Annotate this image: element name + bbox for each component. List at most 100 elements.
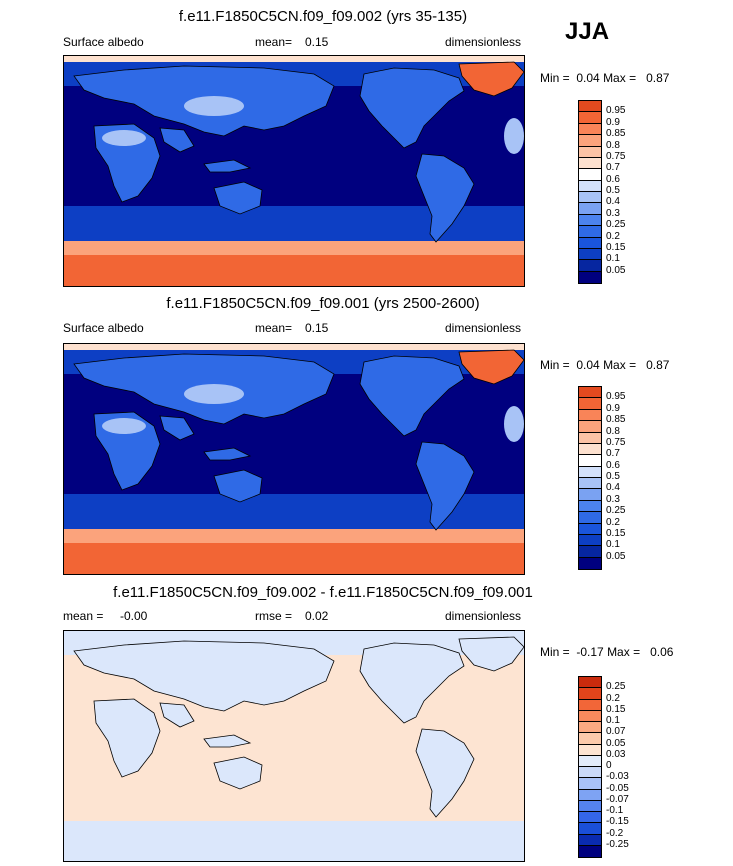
colorbar-tick-label: 0.05 [606, 264, 626, 276]
continent-outline [73, 640, 335, 712]
colorbar-swatch [579, 455, 601, 467]
colorbar-tick-label: 0.7 [606, 448, 620, 460]
colorbar-tick-label: 0.2 [606, 516, 620, 528]
panel2-max-value: 0.87 [646, 358, 670, 372]
colorbar-swatch [579, 398, 601, 410]
colorbar-tick-label: -0.25 [606, 838, 629, 850]
desert-region [102, 130, 146, 146]
panel1-colorbar [578, 100, 602, 284]
colorbar-tick-label: 0.15 [606, 703, 626, 715]
colorbar-tick-label: -0.15 [606, 816, 629, 828]
colorbar-tick-label: 0.5 [606, 185, 620, 196]
colorbar-swatch [579, 733, 601, 745]
panel3-min-label: Min = [540, 645, 570, 659]
colorbar-swatch [579, 192, 601, 204]
colorbar-swatch [579, 260, 601, 272]
panel1-units: dimensionless [445, 35, 522, 49]
panel3-minmax: Min = -0.17 Max = 0.06 [540, 645, 673, 659]
desert-region [184, 384, 244, 404]
colorbar-tick-label: 0.05 [606, 550, 626, 562]
colorbar-tick-label: 0.95 [606, 105, 626, 117]
colorbar-tick-label: 0.3 [606, 207, 620, 219]
panel2-field-label: Surface albedo [63, 321, 144, 335]
panel3-title: f.e11.F1850C5CN.f09_f09.002 - f.e11.F185… [113, 584, 533, 601]
colorbar-swatch [579, 146, 601, 158]
panel1-mean-label: mean= [255, 35, 293, 49]
colorbar-tick-label: 0.1 [606, 539, 620, 551]
colorbar-swatch [579, 534, 601, 547]
colorbar-swatch [579, 755, 601, 767]
colorbar-tick-label: 0.5 [606, 471, 620, 482]
colorbar-tick-label: 0.05 [606, 737, 626, 749]
colorbar-swatch [579, 432, 601, 444]
panel3-max-label: Max = [607, 645, 641, 659]
panel3-rmse-label: rmse = [255, 609, 293, 623]
colorbar-swatch [579, 546, 601, 558]
panel2-units: dimensionless [445, 321, 522, 335]
continent-outline [415, 441, 475, 531]
continent-outline [359, 642, 465, 724]
colorbar-swatch [579, 387, 601, 399]
continent-outline [458, 349, 524, 385]
continent-outline [458, 61, 524, 97]
colorbar-tick-label: 0.95 [606, 391, 626, 403]
colorbar-tick-label: -0.07 [606, 793, 629, 805]
colorbar-tick-label: 0.6 [606, 173, 620, 185]
colorbar-swatch [579, 214, 601, 227]
colorbar-tick-label: 0.7 [606, 162, 620, 174]
continent-outline [213, 469, 263, 503]
colorbar-swatch [579, 710, 601, 722]
colorbar-swatch [579, 800, 601, 812]
colorbar-swatch [579, 169, 601, 181]
colorbar-tick-label: 0.75 [606, 150, 626, 162]
continent-outline [415, 153, 475, 243]
colorbar-tick-label: 0.9 [606, 402, 620, 414]
continent-outline [359, 355, 465, 437]
colorbar-swatch [579, 248, 601, 261]
desert-region [102, 418, 146, 434]
colorbar-swatch [579, 512, 601, 524]
colorbar-swatch [579, 421, 601, 433]
panel2-colorbar [578, 386, 602, 570]
colorbar-tick-label: 0.4 [606, 196, 620, 208]
panel2-mean-label: mean= [255, 321, 293, 335]
colorbar-swatch [579, 112, 601, 124]
panel2-title: f.e11.F1850C5CN.f09_f09.001 (yrs 2500-26… [166, 295, 480, 312]
colorbar-swatch [579, 767, 601, 779]
colorbar-tick-label: 0.15 [606, 241, 626, 253]
colorbar-swatch [579, 466, 601, 478]
panel1-map [63, 55, 525, 287]
colorbar-swatch [579, 123, 601, 136]
colorbar-tick-label: -0.2 [606, 827, 624, 839]
panel2-min-label: Min = [540, 358, 570, 372]
colorbar-tick-label: 0.25 [606, 681, 626, 693]
colorbar-tick-label: 0.85 [606, 414, 626, 426]
panel3-colorbar [578, 676, 602, 858]
colorbar-tick-label: 0.07 [606, 726, 626, 738]
colorbar-tick-label: 0.1 [606, 253, 620, 265]
colorbar-swatch [579, 523, 601, 535]
panel1-min-label: Min = [540, 71, 570, 85]
colorbar-swatch [579, 226, 601, 238]
panel1-max-value: 0.87 [646, 71, 670, 85]
continent-outline [415, 728, 475, 818]
colorbar-swatch [579, 157, 601, 170]
colorbar-tick-label: 0.8 [606, 425, 620, 437]
panel2-map [63, 343, 525, 575]
panel1-title: f.e11.F1850C5CN.f09_f09.002 (yrs 35-135) [178, 8, 468, 25]
colorbar-tick-label: 0.03 [606, 748, 626, 760]
panel1-min-value: 0.04 [576, 71, 600, 85]
colorbar-swatch [579, 789, 601, 801]
colorbar-tick-label: 0.25 [606, 505, 626, 517]
continent-outline [213, 756, 263, 790]
continent-outline [359, 67, 465, 149]
colorbar-tick-label: 0.8 [606, 139, 620, 151]
season-label: JJA [565, 18, 610, 45]
colorbar-tick-label: 0.15 [606, 527, 626, 539]
panel3-max-value: 0.06 [650, 645, 674, 659]
panel3-mean-value: -0.00 [120, 609, 148, 623]
panel2-mean-value: 0.15 [305, 321, 329, 335]
colorbar-swatch [579, 677, 601, 689]
panel3-units: dimensionless [445, 609, 522, 623]
colorbar-swatch [579, 778, 601, 790]
